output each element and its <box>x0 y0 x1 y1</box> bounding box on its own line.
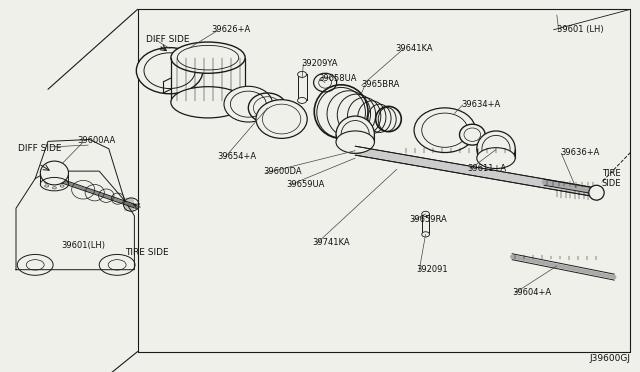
Ellipse shape <box>40 161 68 185</box>
Text: 39659UA: 39659UA <box>286 180 324 189</box>
Text: 3965BRA: 3965BRA <box>362 80 400 89</box>
Text: 39634+A: 39634+A <box>461 100 500 109</box>
Ellipse shape <box>477 148 515 169</box>
Circle shape <box>441 115 449 120</box>
Text: TIRE
SIDE: TIRE SIDE <box>602 169 621 188</box>
Circle shape <box>234 107 242 111</box>
Circle shape <box>454 134 462 139</box>
Ellipse shape <box>414 108 476 153</box>
Ellipse shape <box>422 211 429 217</box>
Ellipse shape <box>336 131 374 153</box>
Circle shape <box>17 254 53 275</box>
Ellipse shape <box>477 131 515 167</box>
Circle shape <box>244 92 252 97</box>
Ellipse shape <box>422 232 429 237</box>
Circle shape <box>255 107 262 111</box>
Ellipse shape <box>298 71 307 77</box>
Text: 39741KA: 39741KA <box>312 238 350 247</box>
Text: 39641KA: 39641KA <box>396 44 433 53</box>
Text: 39658UA: 39658UA <box>318 74 356 83</box>
Ellipse shape <box>460 124 485 145</box>
Text: J39600GJ: J39600GJ <box>589 355 630 363</box>
Ellipse shape <box>144 53 195 89</box>
Ellipse shape <box>171 87 245 118</box>
Ellipse shape <box>336 116 374 153</box>
Text: DIFF SIDE: DIFF SIDE <box>146 35 189 44</box>
Text: 39611+A: 39611+A <box>467 164 506 173</box>
Text: 39659RA: 39659RA <box>410 215 447 224</box>
Text: 39601(LH): 39601(LH) <box>61 241 105 250</box>
Ellipse shape <box>171 42 245 73</box>
Text: 39604+A: 39604+A <box>512 288 551 296</box>
Ellipse shape <box>589 185 604 200</box>
Ellipse shape <box>298 97 307 103</box>
Ellipse shape <box>256 100 307 138</box>
Text: 39209YA: 39209YA <box>301 59 337 68</box>
Ellipse shape <box>224 86 273 122</box>
Ellipse shape <box>314 73 337 92</box>
Text: 39601 (LH): 39601 (LH) <box>557 25 604 34</box>
Ellipse shape <box>136 48 203 94</box>
Circle shape <box>99 254 135 275</box>
Text: TIRE SIDE: TIRE SIDE <box>125 248 168 257</box>
Text: 39600DA: 39600DA <box>264 167 302 176</box>
Circle shape <box>428 134 435 139</box>
Text: 39600AA: 39600AA <box>77 136 115 145</box>
Text: 39636+A: 39636+A <box>560 148 600 157</box>
Text: 39626+A: 39626+A <box>211 25 250 34</box>
Text: DIFF SIDE: DIFF SIDE <box>18 144 61 153</box>
Text: 392091: 392091 <box>416 265 447 274</box>
Text: 39654+A: 39654+A <box>218 152 257 161</box>
